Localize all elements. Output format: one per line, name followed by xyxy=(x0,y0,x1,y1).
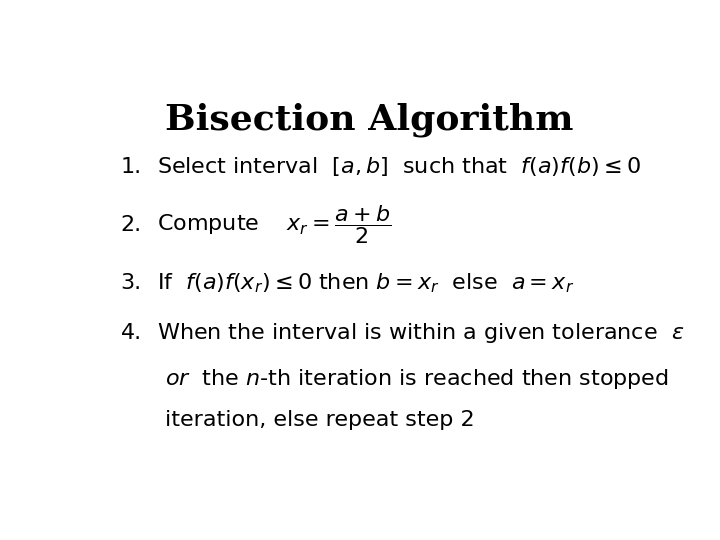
Text: 1.: 1. xyxy=(121,157,142,177)
Text: Bisection Algorithm: Bisection Algorithm xyxy=(165,102,573,137)
Text: When the interval is within a given tolerance  $\varepsilon$: When the interval is within a given tole… xyxy=(157,321,684,345)
Text: Select interval  $[a,b]$  such that  $f(a)f(b)\leq 0$: Select interval $[a,b]$ such that $f(a)f… xyxy=(157,155,641,178)
Text: 2.: 2. xyxy=(121,215,142,235)
Text: 4.: 4. xyxy=(121,323,142,343)
Text: Compute    $x_r = \dfrac{a+b}{2}$: Compute $x_r = \dfrac{a+b}{2}$ xyxy=(157,204,391,246)
Text: If  $f(a)f(x_r)\leq 0$ then $b = x_r$  else  $a = x_r$: If $f(a)f(x_r)\leq 0$ then $b = x_r$ els… xyxy=(157,271,575,295)
Text: 3.: 3. xyxy=(121,273,142,293)
Text: iteration, else repeat step 2: iteration, else repeat step 2 xyxy=(166,410,475,430)
Text: $\mathbf{\mathit{or}}$  the $n$-th iteration is reached then stopped: $\mathbf{\mathit{or}}$ the $n$-th iterat… xyxy=(166,367,669,391)
